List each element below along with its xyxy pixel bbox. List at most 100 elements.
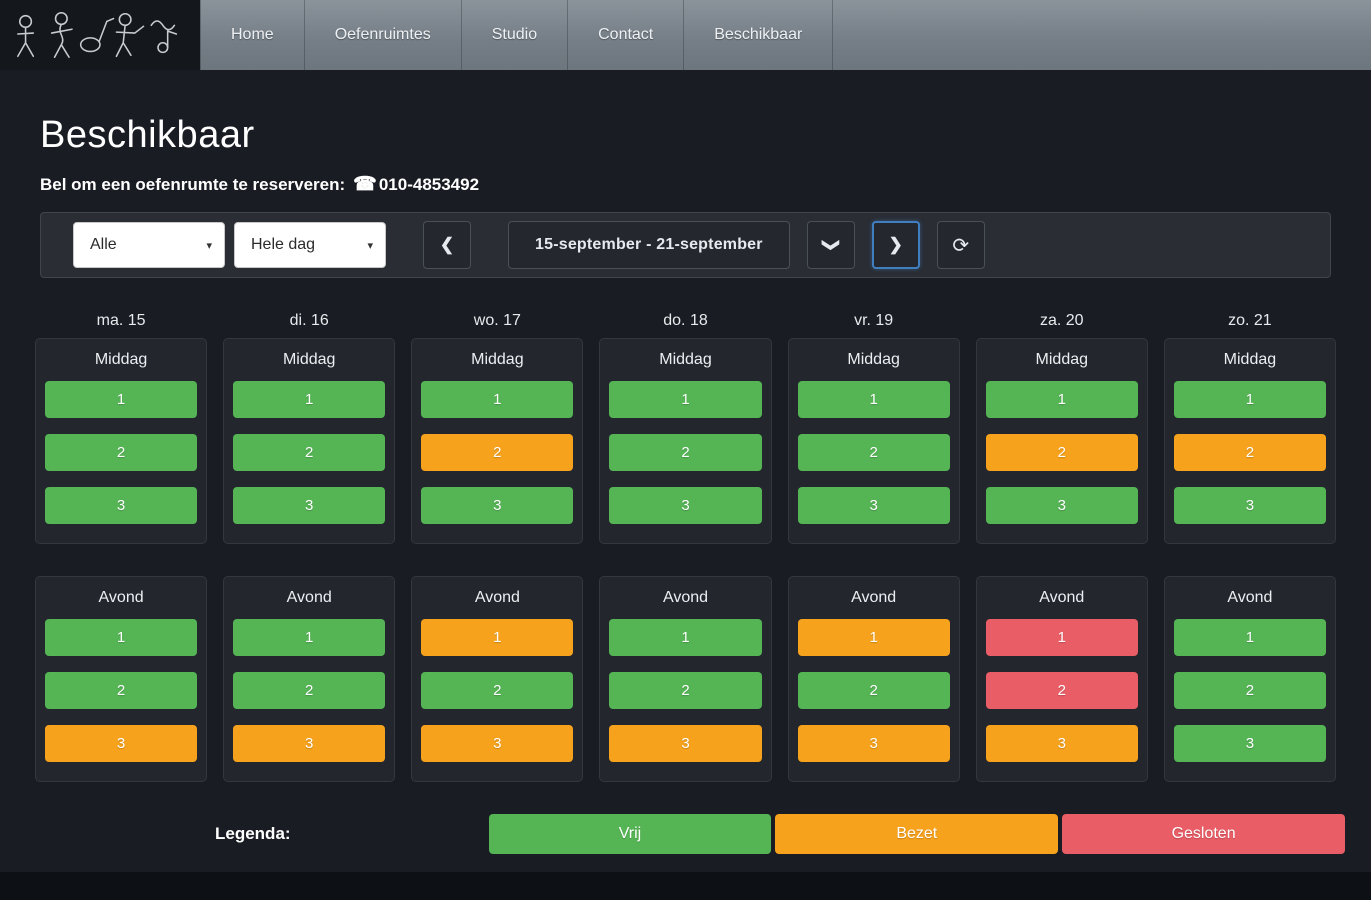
- room-slot-button[interactable]: 1: [985, 381, 1138, 418]
- phone-icon: ☎: [353, 174, 377, 195]
- day-label: ma. 15: [96, 312, 146, 329]
- room-slot-button[interactable]: 2: [797, 434, 950, 471]
- reserve-label: Bel om een oefenrumte te reserveren:: [40, 174, 346, 194]
- room-slot-button[interactable]: 3: [421, 487, 574, 524]
- legend-group: Vrij Bezet Gesloten: [488, 814, 1345, 854]
- room-slot-button[interactable]: 3: [45, 725, 198, 762]
- day-label: za. 20: [1039, 312, 1084, 329]
- room-slot-button[interactable]: 1: [797, 619, 950, 656]
- room-slot-button[interactable]: 2: [45, 434, 198, 471]
- room-slot-button[interactable]: 3: [233, 487, 386, 524]
- room-slot-button[interactable]: 2: [233, 434, 386, 471]
- middag-panel: Middag 1 2 3: [975, 338, 1148, 544]
- panel-title: Avond: [98, 589, 144, 606]
- room-slot-button[interactable]: 3: [45, 487, 198, 524]
- date-range-button[interactable]: 15-september - 21-september: [508, 221, 790, 269]
- refresh-button[interactable]: ⟳: [936, 221, 985, 269]
- room-slot-button[interactable]: 2: [609, 672, 762, 709]
- room-slot-button[interactable]: 1: [421, 381, 574, 418]
- room-slot-button[interactable]: 2: [797, 672, 950, 709]
- day-column: ma. 15 Middag 1 2 3: [35, 312, 208, 544]
- chevron-right-icon: ❯: [888, 235, 903, 254]
- room-slot-button[interactable]: 3: [609, 487, 762, 524]
- panel-title: Middag: [1223, 351, 1277, 368]
- avond-panel: Avond 1 2 3: [1163, 576, 1336, 782]
- avond-panel: Avond 1 2 3: [787, 576, 960, 782]
- day-label: vr. 19: [854, 312, 894, 329]
- middag-grid: ma. 15 Middag 1 2 3 di. 16 Middag 1 2 3 wo. 17 Midd…: [35, 312, 1336, 544]
- nav-item-home[interactable]: Home: [200, 0, 305, 70]
- legend-chip-gesloten[interactable]: Gesloten: [1062, 814, 1345, 854]
- previous-week-button[interactable]: ❮: [423, 221, 471, 269]
- select-caret-icon: ▾: [206, 239, 212, 252]
- room-slot-button[interactable]: 1: [233, 381, 386, 418]
- avond-grid: Avond 1 2 3 Avond 1 2 3 Avond 1 2 3 Avond 1 2 3 Avond 1 2 3…: [35, 576, 1336, 782]
- panel-title: Middag: [94, 351, 148, 368]
- room-slot-button[interactable]: 3: [985, 725, 1138, 762]
- day-column: wo. 17 Middag 1 2 3: [411, 312, 584, 544]
- room-slot-button[interactable]: 2: [421, 434, 574, 471]
- panel-title: Avond: [474, 589, 520, 606]
- nav-item-studio[interactable]: Studio: [462, 0, 569, 70]
- room-slot-button[interactable]: 3: [233, 725, 386, 762]
- room-slot-button[interactable]: 1: [797, 381, 950, 418]
- legend-row: Legenda: Vrij Bezet Gesloten: [215, 814, 1345, 854]
- middag-panel: Middag 1 2 3: [599, 338, 772, 544]
- room-slot-button[interactable]: 2: [985, 672, 1138, 709]
- room-slot-button[interactable]: 1: [609, 381, 762, 418]
- nav-item-contact[interactable]: Contact: [568, 0, 685, 70]
- day-label: di. 16: [289, 312, 329, 329]
- room-slot-button[interactable]: 2: [609, 434, 762, 471]
- middag-panel: Middag 1 2 3: [35, 338, 208, 544]
- room-slot-button[interactable]: 2: [233, 672, 386, 709]
- logo[interactable]: [0, 0, 200, 70]
- panel-title: Avond: [1227, 589, 1273, 606]
- panel-title: Middag: [1035, 351, 1089, 368]
- room-slot-button[interactable]: 1: [609, 619, 762, 656]
- room-filter-select[interactable]: Alle ▾: [73, 222, 225, 268]
- room-slot-button[interactable]: 1: [233, 619, 386, 656]
- room-slot-button[interactable]: 3: [1173, 487, 1326, 524]
- room-slot-button[interactable]: 1: [45, 619, 198, 656]
- day-column: Avond 1 2 3: [599, 576, 772, 782]
- room-slot-button[interactable]: 1: [1173, 381, 1326, 418]
- panel-title: Middag: [471, 351, 524, 368]
- nav-item-oefenruimtes[interactable]: Oefenruimtes: [305, 0, 462, 70]
- room-slot-button[interactable]: 3: [421, 725, 574, 762]
- middag-panel: Middag 1 2 3: [411, 338, 584, 544]
- next-week-button[interactable]: ❯: [871, 221, 920, 269]
- room-slot-button[interactable]: 3: [797, 487, 950, 524]
- room-slot-button[interactable]: 1: [985, 619, 1138, 656]
- room-slot-button[interactable]: 1: [421, 619, 574, 656]
- legend-chip-vrij[interactable]: Vrij: [488, 814, 772, 854]
- avond-panel: Avond 1 2 3: [975, 576, 1148, 782]
- refresh-icon: ⟳: [952, 234, 970, 257]
- day-column: za. 20 Middag 1 2 3: [975, 312, 1148, 544]
- room-slot-button[interactable]: 2: [985, 434, 1138, 471]
- legend-chip-bezet[interactable]: Bezet: [775, 814, 1059, 854]
- room-slot-button[interactable]: 2: [421, 672, 574, 709]
- chevron-down-icon: ❯: [821, 237, 841, 253]
- room-slot-button[interactable]: 3: [985, 487, 1138, 524]
- day-column: Avond 1 2 3: [787, 576, 960, 782]
- room-slot-button[interactable]: 2: [1173, 672, 1326, 709]
- room-slot-button[interactable]: 3: [609, 725, 762, 762]
- legend-label: Legenda:: [215, 824, 291, 843]
- room-slot-button[interactable]: 2: [1173, 434, 1326, 471]
- room-slot-button[interactable]: 2: [45, 672, 198, 709]
- panel-title: Avond: [1039, 589, 1085, 606]
- room-slot-button[interactable]: 3: [1173, 725, 1326, 762]
- day-column: Avond 1 2 3: [35, 576, 208, 782]
- room-slot-button[interactable]: 1: [45, 381, 198, 418]
- nav-item-beschikbaar[interactable]: Beschikbaar: [684, 0, 834, 70]
- panel-title: Avond: [286, 589, 332, 606]
- day-label: zo. 21: [1228, 312, 1272, 329]
- room-slot-button[interactable]: 1: [1173, 619, 1326, 656]
- day-column: Avond 1 2 3: [1163, 576, 1336, 782]
- daypart-filter-select[interactable]: Hele dag ▾: [234, 222, 386, 268]
- room-slot-button[interactable]: 3: [797, 725, 950, 762]
- day-column: di. 16 Middag 1 2 3: [223, 312, 396, 544]
- week-dropdown-button[interactable]: ❯: [806, 221, 855, 269]
- day-label: do. 18: [663, 312, 708, 329]
- panel-title: Middag: [659, 351, 712, 368]
